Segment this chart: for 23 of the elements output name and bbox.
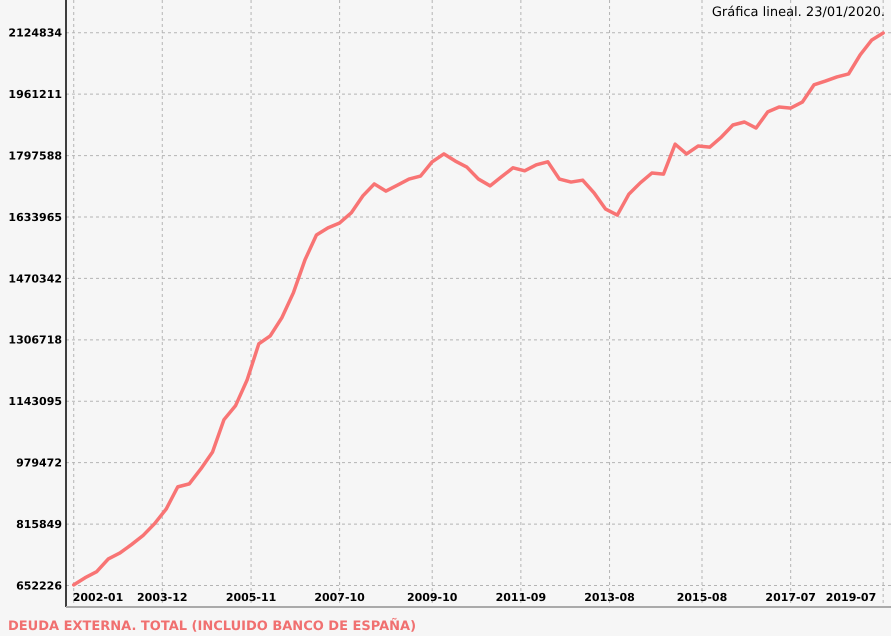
x-tick-label: 2011-09 — [496, 591, 546, 604]
x-tick-label: 2017-07 — [765, 591, 816, 604]
y-tick-label: 1961211 — [8, 88, 62, 101]
x-tick-label: 2003-12 — [137, 591, 188, 604]
x-tick-label: 2015-08 — [676, 591, 728, 604]
y-tick-label: 1143095 — [8, 395, 62, 408]
y-tick-label: 979472 — [16, 456, 62, 470]
y-tick-label: 1797588 — [8, 149, 62, 162]
x-tick-label: 2019-07 — [826, 591, 876, 604]
x-tick-label: 2009-10 — [406, 591, 458, 604]
x-tick-label: 2002-01 — [72, 591, 124, 604]
y-tick-label: 1306718 — [8, 334, 62, 347]
x-tick-label: 2013-08 — [584, 591, 635, 604]
y-tick-label: 815849 — [16, 518, 62, 531]
y-tick-label: 1470342 — [8, 272, 62, 286]
line-series — [72, 31, 885, 587]
y-tick-label: 1633965 — [8, 210, 62, 224]
annotation: Gráfica lineal. 23/01/2020. — [712, 5, 885, 20]
text: DEUDA EXTERNA. TOTAL (INCLUIDO BANCO DE ESPAÑA) — [8, 617, 416, 634]
x-tick-label: 2007-10 — [314, 591, 366, 604]
y-tick-label: 2124834 — [8, 26, 62, 40]
x-tick-label: 2005-11 — [226, 591, 276, 604]
y-tick-label: 652226 — [16, 579, 62, 592]
